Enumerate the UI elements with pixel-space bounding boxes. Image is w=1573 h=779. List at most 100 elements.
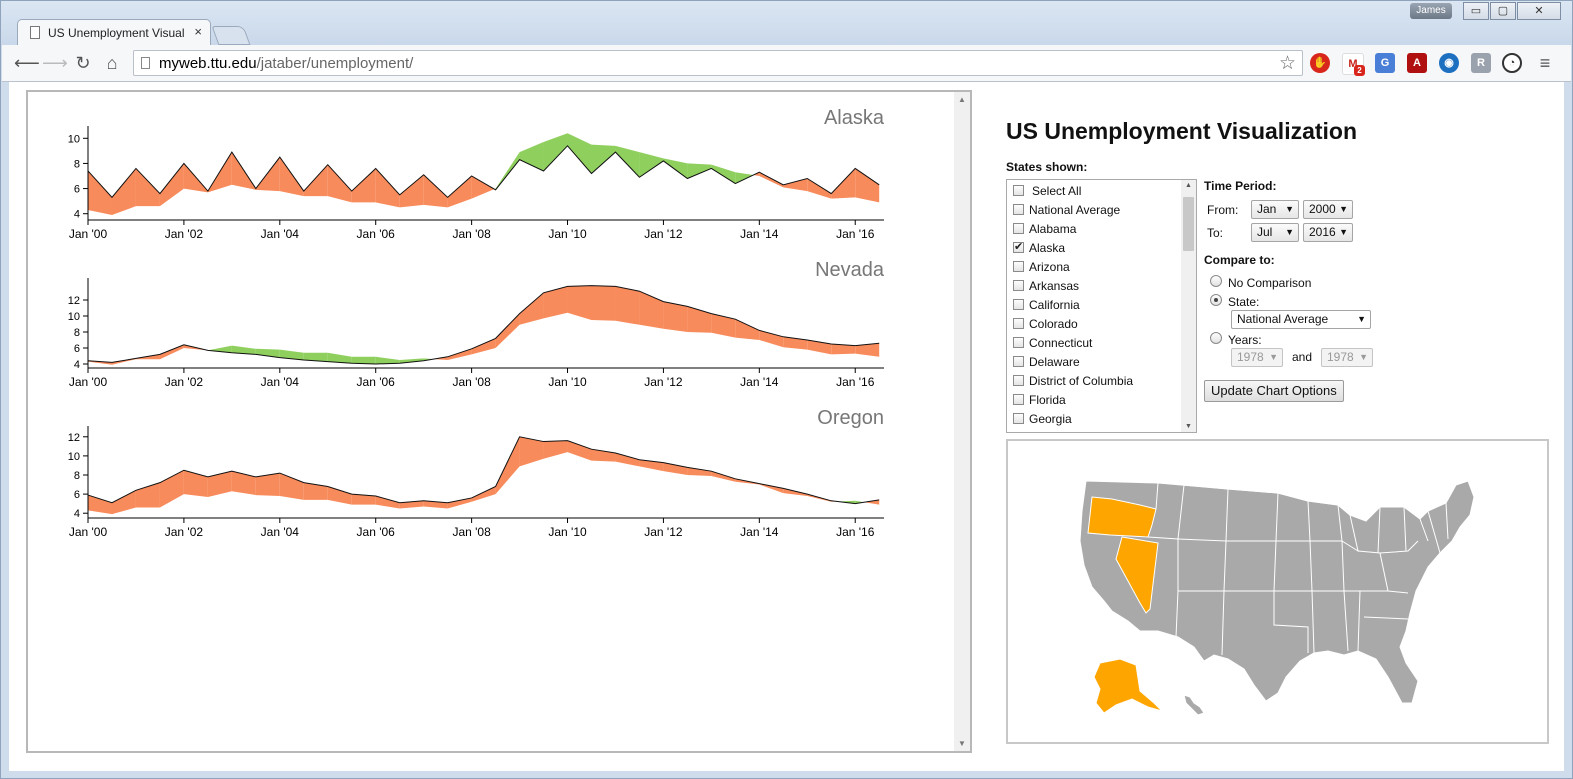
state-option[interactable]: Alaska — [1013, 240, 1065, 260]
x-tick-label: Jan '08 — [452, 227, 491, 241]
difference-area — [159, 163, 184, 207]
x-tick-label: Jan '10 — [548, 227, 587, 241]
difference-area — [447, 348, 472, 360]
map-state-nevada[interactable] — [1115, 536, 1159, 614]
difference-area — [207, 471, 232, 497]
difference-area — [279, 349, 304, 360]
state-checkbox[interactable] — [1013, 185, 1024, 196]
x-tick-label: Jan '16 — [836, 525, 875, 539]
browser-tab[interactable]: US Unemployment Visual × — [17, 19, 211, 46]
comparison-state-select[interactable]: National Average ▼ — [1231, 310, 1371, 329]
state-option-label: California — [1029, 298, 1080, 312]
forward-icon[interactable]: ⟶ — [42, 53, 68, 73]
speedometer-icon[interactable]: ◔ — [1502, 53, 1522, 73]
map-state-hawaii[interactable] — [1183, 694, 1205, 716]
state-option[interactable]: Arkansas — [1013, 279, 1079, 298]
state-checkbox[interactable] — [1013, 223, 1024, 234]
state-checkbox[interactable] — [1013, 375, 1024, 386]
map-state-alaska[interactable] — [1093, 658, 1164, 714]
browser-toolbar: ⟵ ⟶ ↻ ⌂ myweb.ttu.edu/jataber/unemployme… — [2, 45, 1571, 82]
difference-area — [231, 471, 256, 496]
state-option[interactable]: Arizona — [1013, 260, 1070, 279]
from-year-value: 2000 — [1309, 202, 1336, 216]
state-checkbox[interactable] — [1013, 299, 1024, 310]
state-option[interactable]: California — [1013, 298, 1080, 317]
state-checkbox[interactable] — [1013, 337, 1024, 348]
year-a-value: 1978 — [1237, 350, 1264, 364]
tampermonkey-icon[interactable]: R — [1471, 53, 1491, 73]
back-icon[interactable]: ⟵ — [14, 53, 40, 73]
no-comparison-radio[interactable] — [1210, 275, 1222, 287]
years-radio[interactable] — [1210, 332, 1222, 344]
state-checkbox[interactable] — [1013, 261, 1024, 272]
state-checkbox[interactable] — [1013, 280, 1024, 291]
map-state-oregon[interactable] — [1087, 496, 1157, 538]
state-option[interactable]: Select All — [1013, 184, 1081, 203]
state-option[interactable]: Alabama — [1013, 222, 1076, 241]
address-bar[interactable]: myweb.ttu.edu/jataber/unemployment/ ☆ — [133, 50, 1303, 76]
time-period-label: Time Period: — [1204, 179, 1277, 193]
to-year-select[interactable]: 2016 ▼ — [1303, 223, 1353, 242]
from-year-select[interactable]: 2000 ▼ — [1303, 200, 1353, 219]
state-option[interactable]: Georgia — [1013, 412, 1072, 431]
state-option[interactable]: Florida — [1013, 393, 1066, 412]
difference-area — [591, 144, 616, 174]
state-option[interactable]: National Average — [1013, 203, 1120, 222]
difference-area — [159, 344, 184, 360]
state-checkbox[interactable] — [1013, 318, 1024, 329]
state-checkbox[interactable] — [1013, 204, 1024, 215]
state-checkbox[interactable] — [1013, 356, 1024, 367]
chart-title: Oregon — [817, 407, 884, 429]
x-tick-label: Jan '16 — [836, 227, 875, 241]
difference-area — [639, 291, 664, 329]
state-option[interactable]: District of Columbia — [1013, 374, 1133, 393]
update-chart-options-button[interactable]: Update Chart Options — [1204, 380, 1344, 402]
close-window-button[interactable]: ✕ — [1517, 2, 1561, 20]
minimize-button[interactable]: ▭ — [1463, 2, 1489, 20]
difference-area — [759, 330, 784, 348]
scroll-down-arrow-icon[interactable]: ▼ — [958, 739, 966, 748]
difference-area — [567, 440, 592, 461]
reload-icon[interactable]: ↻ — [75, 53, 91, 73]
y-tick-label: 6 — [74, 343, 80, 355]
translate-icon[interactable]: G — [1375, 53, 1395, 73]
states-list[interactable]: ▲ ▼ Select All National Average Alabama Ala… — [1006, 179, 1197, 433]
state-option[interactable]: Colorado — [1013, 317, 1078, 336]
url-text[interactable]: myweb.ttu.edu/jataber/unemployment/ — [159, 55, 413, 72]
profile-button[interactable]: James — [1410, 3, 1452, 19]
to-month-value: Jul — [1257, 225, 1273, 239]
state-checkbox[interactable] — [1013, 240, 1024, 253]
year-a-select[interactable]: 1978 ▼ — [1231, 348, 1283, 367]
eye-icon[interactable]: ◉ — [1439, 53, 1459, 73]
from-month-select[interactable]: Jan ▼ — [1251, 200, 1299, 219]
year-b-select[interactable]: 1978 ▼ — [1321, 348, 1373, 367]
maximize-button[interactable]: ▢ — [1490, 2, 1516, 20]
state-checkbox[interactable] — [1013, 394, 1024, 405]
x-tick-label: Jan '00 — [69, 375, 108, 389]
state-option[interactable]: Connecticut — [1013, 336, 1092, 355]
and-label: and — [1292, 350, 1313, 364]
states-scrollbar[interactable]: ▲ ▼ — [1181, 180, 1196, 432]
scroll-up-arrow-icon[interactable]: ▲ — [958, 95, 966, 104]
scroll-up-arrow-icon[interactable]: ▲ — [1185, 182, 1192, 189]
from-label: From: — [1207, 203, 1239, 217]
pdf-icon[interactable]: A — [1407, 53, 1427, 73]
to-month-select[interactable]: Jul ▼ — [1251, 223, 1299, 242]
x-tick-label: Jan '00 — [69, 525, 108, 539]
charts-scrollbar[interactable]: ▲ ▼ — [954, 92, 970, 751]
difference-area — [519, 142, 544, 171]
scroll-down-arrow-icon[interactable]: ▼ — [1185, 423, 1192, 430]
difference-area — [471, 338, 496, 355]
bookmark-star-icon[interactable]: ☆ — [1278, 53, 1296, 74]
new-tab-button[interactable] — [211, 26, 251, 45]
scrollbar-thumb[interactable] — [1183, 197, 1194, 251]
stop-hand-icon[interactable]: ✋ — [1310, 53, 1330, 73]
home-icon[interactable]: ⌂ — [106, 53, 118, 73]
menu-icon[interactable]: ≡ — [1539, 53, 1551, 73]
difference-area — [279, 157, 304, 197]
x-tick-label: Jan '02 — [165, 375, 204, 389]
state-option[interactable]: Delaware — [1013, 355, 1080, 374]
state-radio[interactable] — [1210, 294, 1222, 306]
tab-close-button[interactable]: × — [194, 24, 202, 39]
state-checkbox[interactable] — [1013, 413, 1024, 424]
